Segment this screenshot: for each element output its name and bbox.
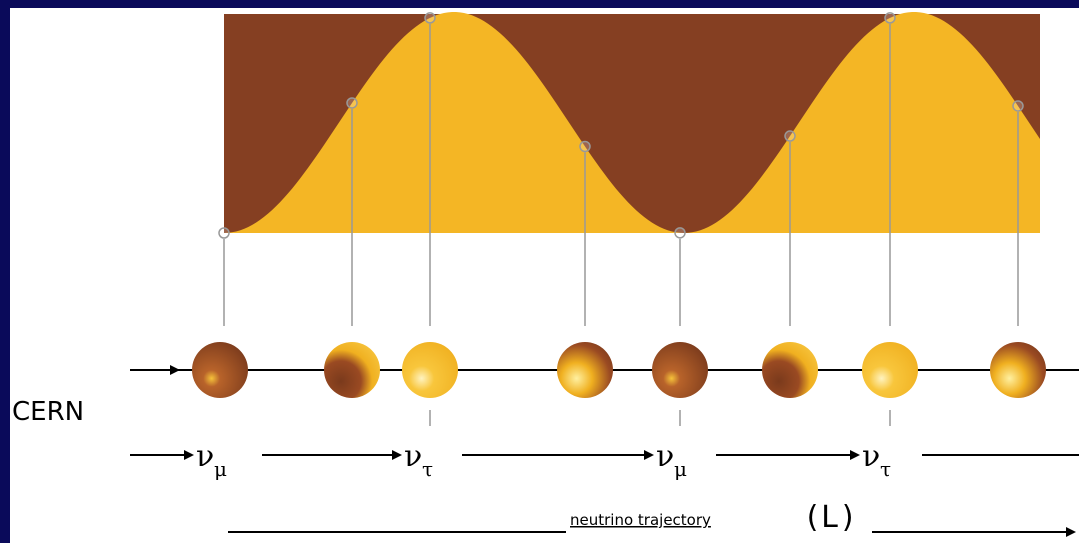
flavor-subscript: τ (422, 457, 433, 481)
flavor-symbol: ν (656, 439, 674, 474)
flavor-subscript: τ (880, 457, 891, 481)
distance-symbol: (L) (803, 500, 857, 535)
flavor-subscript: μ (674, 457, 687, 481)
sample-point (675, 228, 685, 238)
neutrino-ball (402, 342, 458, 398)
neutrino-ball (762, 342, 818, 398)
sample-point (885, 13, 895, 23)
flavor-symbol: ν (862, 439, 880, 474)
sample-point (219, 228, 229, 238)
sample-point (347, 98, 357, 108)
sample-point (1013, 101, 1023, 111)
neutrino-ball (990, 342, 1046, 398)
neutrino-ball (862, 342, 918, 398)
trajectory-label: neutrino trajectory (570, 511, 711, 529)
sample-point (580, 141, 590, 151)
neutrino-ball (557, 342, 613, 398)
neutrino-ball (324, 342, 380, 398)
sample-point (425, 13, 435, 23)
source-label: CERN (12, 397, 84, 427)
flavor-subscript: μ (214, 457, 227, 481)
neutrino-ball (192, 342, 248, 398)
flavor-symbol: ν (196, 439, 214, 474)
flavor-symbol: ν (404, 439, 422, 474)
sample-point (785, 131, 795, 141)
neutrino-ball (652, 342, 708, 398)
diagram: CERN νμντνμντ neutrino trajectory (L) (0, 0, 1079, 543)
